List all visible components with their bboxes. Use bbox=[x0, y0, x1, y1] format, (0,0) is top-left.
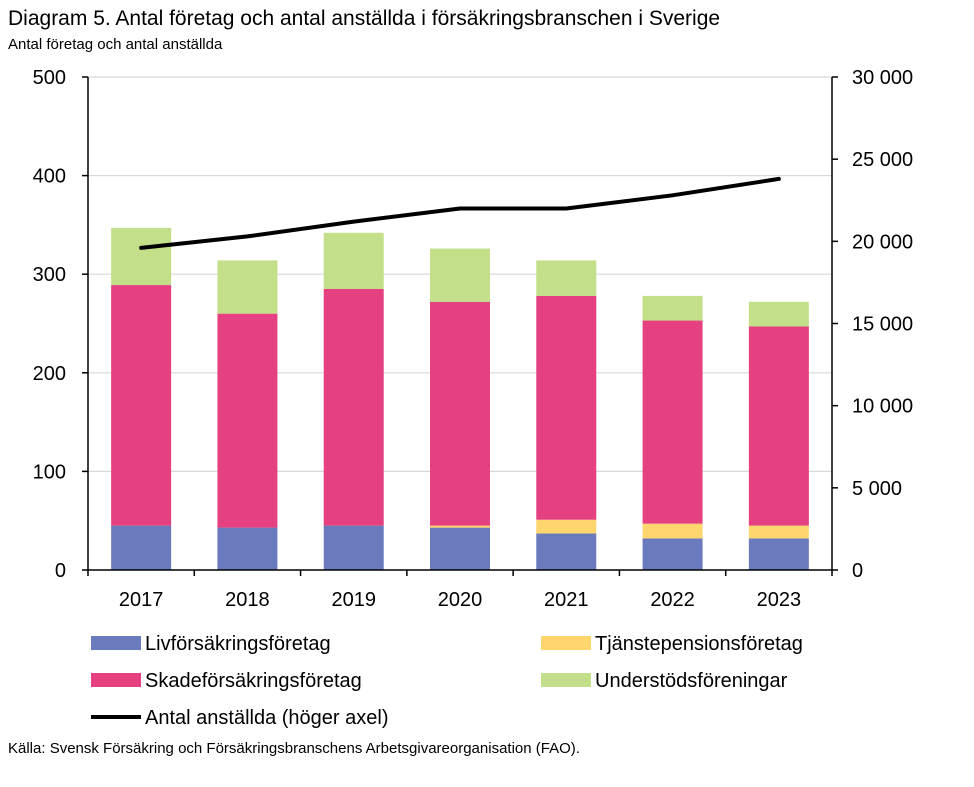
x-tick-label: 2022 bbox=[650, 589, 695, 611]
bar-Skadeförsäkringsföretag-2018 bbox=[217, 313, 278, 528]
chart-title: Diagram 5. Antal företag och antal anstä… bbox=[8, 7, 721, 30]
legend-swatch bbox=[91, 636, 141, 650]
legend-swatch bbox=[91, 673, 141, 687]
x-tick-label: 2023 bbox=[757, 589, 802, 611]
bar-Understödsföreningar-2019 bbox=[323, 232, 384, 289]
axes: 0 100 200 300 400 500 0 5 000 10 000 15 000 20 000… bbox=[33, 67, 914, 611]
y-tick-label-right: 5 000 bbox=[852, 478, 902, 500]
bar-Livförsäkringsföretag-2019 bbox=[323, 525, 384, 570]
legend-label: Skadeförsäkringsföretag bbox=[145, 670, 362, 692]
x-tick-label: 2019 bbox=[331, 589, 376, 611]
bar-Understödsföreningar-2023 bbox=[748, 301, 809, 327]
bar-Skadeförsäkringsföretag-2023 bbox=[748, 326, 809, 526]
legend-label: Antal anställda (höger axel) bbox=[145, 707, 388, 729]
y-tick-label-right: 20 000 bbox=[852, 231, 913, 253]
bar-Skadeförsäkringsföretag-2019 bbox=[323, 288, 384, 526]
bar-Livförsäkringsföretag-2018 bbox=[217, 527, 278, 570]
bar-Livförsäkringsföretag-2017 bbox=[111, 525, 172, 570]
y-tick-label-left: 500 bbox=[33, 67, 66, 89]
line-Antal anställda (höger axel) bbox=[139, 176, 781, 250]
bar-Understödsföreningar-2018 bbox=[217, 260, 278, 314]
bar-Understödsföreningar-2020 bbox=[430, 248, 490, 302]
bar-Tjänstepensionsföretag-2021 bbox=[536, 519, 597, 534]
y-tick-label-left: 400 bbox=[33, 166, 66, 188]
bar-Livförsäkringsföretag-2022 bbox=[642, 538, 703, 570]
y-tick-label-right: 25 000 bbox=[852, 149, 913, 171]
bar-Skadeförsäkringsföretag-2020 bbox=[430, 301, 490, 526]
bar-Tjänstepensionsföretag-2020 bbox=[430, 525, 490, 528]
y-tick-label-right: 15 000 bbox=[852, 314, 913, 336]
bar-Livförsäkringsföretag-2020 bbox=[430, 527, 490, 570]
chart-source: Källa: Svensk Försäkring och Försäkrings… bbox=[8, 740, 580, 757]
bar-Livförsäkringsföretag-2023 bbox=[748, 538, 809, 570]
y-tick-label-right: 10 000 bbox=[852, 396, 913, 418]
legend-swatch bbox=[541, 673, 591, 687]
x-tick-label: 2020 bbox=[438, 589, 483, 611]
x-tick-label: 2018 bbox=[225, 589, 270, 611]
x-tick-label: 2017 bbox=[119, 589, 164, 611]
bar-Understödsföreningar-2022 bbox=[642, 295, 703, 321]
bar-Tjänstepensionsföretag-2023 bbox=[748, 525, 809, 539]
bar-Skadeförsäkringsföretag-2021 bbox=[536, 295, 597, 520]
legend-label: Livförsäkringsföretag bbox=[145, 633, 331, 655]
legend-swatch bbox=[541, 636, 591, 650]
y-tick-label-right: 0 bbox=[852, 560, 863, 582]
bar-Tjänstepensionsföretag-2022 bbox=[642, 523, 703, 539]
y-tick-label-left: 300 bbox=[33, 264, 66, 286]
bars bbox=[111, 227, 809, 570]
chart-subtitle: Antal företag och antal anställda bbox=[8, 36, 223, 53]
y-tick-label-left: 100 bbox=[33, 461, 66, 483]
y-tick-label-left: 200 bbox=[33, 363, 66, 385]
bar-Skadeförsäkringsföretag-2022 bbox=[642, 320, 703, 524]
legend: Livförsäkringsföretag Tjänstepensionsföre… bbox=[91, 633, 803, 729]
bar-Understödsföreningar-2017 bbox=[111, 227, 172, 286]
bar-Livförsäkringsföretag-2021 bbox=[536, 533, 597, 570]
legend-label: Tjänstepensionsföretag bbox=[595, 633, 803, 655]
x-tick-label: 2021 bbox=[544, 589, 589, 611]
y-tick-label-left: 0 bbox=[55, 560, 66, 582]
bar-Understödsföreningar-2021 bbox=[536, 260, 597, 296]
legend-label: Understödsföreningar bbox=[595, 670, 788, 692]
bar-Skadeförsäkringsföretag-2017 bbox=[111, 285, 172, 526]
line-series bbox=[139, 176, 781, 250]
y-tick-label-right: 30 000 bbox=[852, 67, 913, 89]
